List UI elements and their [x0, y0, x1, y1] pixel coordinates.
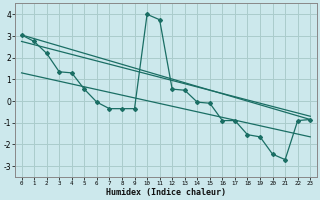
X-axis label: Humidex (Indice chaleur): Humidex (Indice chaleur) [106, 188, 226, 197]
